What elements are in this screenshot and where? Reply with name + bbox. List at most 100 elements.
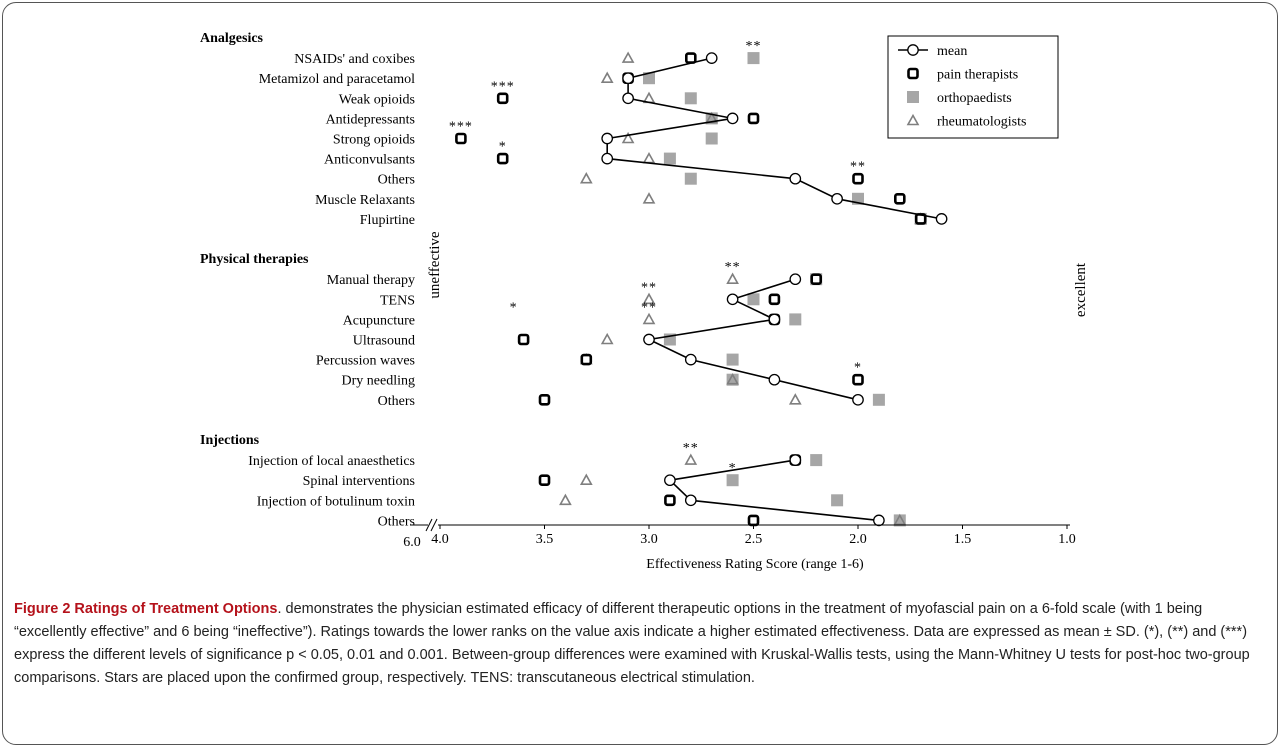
mean-marker (873, 514, 885, 527)
significance-stars: ** (641, 280, 657, 295)
orthopaedists-marker (684, 92, 697, 105)
side-label-uneffective: uneffective (427, 231, 443, 299)
mean-marker (852, 393, 864, 406)
pain-therapists-marker (496, 152, 509, 165)
group-heading: Analgesics (200, 31, 264, 46)
orthopaedists-marker (789, 313, 802, 326)
mean-marker (601, 152, 614, 165)
significance-stars: ** (641, 300, 657, 315)
mean-marker (684, 353, 697, 366)
x-axis-label: Effectiveness Rating Score (range 1-6) (646, 557, 864, 572)
rheumatologists-marker (579, 172, 593, 184)
orthopaedists-marker (747, 293, 760, 306)
category-label: TENS (380, 293, 415, 308)
mean-marker (684, 494, 697, 507)
mean-marker (768, 313, 781, 326)
category-label: Anticonvulsants (324, 153, 415, 168)
figure-caption: Figure 2 Ratings of Treatment Options. d… (14, 598, 1270, 690)
category-label: Flupirtine (360, 213, 415, 228)
mean-marker (705, 52, 718, 64)
x-tick-label: 1.0 (1058, 532, 1076, 547)
orthopaedists-marker (893, 514, 906, 527)
mean-marker (601, 132, 614, 145)
pain-therapists-marker (684, 52, 697, 64)
orthopaedists-marker (726, 353, 739, 366)
mean-marker (726, 112, 739, 125)
rheumatologists-marker (642, 312, 656, 325)
category-label: Injection of botulinum toxin (257, 494, 415, 509)
orthopaedists-marker (705, 132, 718, 145)
category-label: Dry needling (342, 374, 415, 389)
x-tick-label: 3.0 (640, 532, 658, 547)
pain-therapists-marker (893, 193, 906, 205)
legend-orthopaedists-marker (907, 91, 919, 103)
legend-rheumatologists-marker (906, 113, 920, 126)
group-heading: Injections (200, 433, 260, 448)
significance-stars: * (510, 300, 517, 315)
significance-stars: * (499, 140, 507, 155)
category-label: Others (378, 514, 415, 529)
rheumatologists-marker (559, 493, 572, 506)
orthopaedists-marker (643, 72, 655, 85)
category-label: Spinal interventions (303, 474, 415, 489)
significance-stars: ** (725, 260, 741, 275)
axis-break-mark (430, 518, 438, 532)
x-tick-label: 3.5 (536, 532, 554, 547)
mean-marker (789, 273, 802, 286)
category-label: Antidepressants (326, 112, 415, 127)
legend-mean-marker (907, 44, 919, 56)
category-label: Others (378, 173, 415, 188)
pain-therapists-marker (538, 393, 551, 406)
category-label: Others (378, 394, 415, 409)
category-label: Ultrasound (353, 334, 415, 349)
category-label: Metamizol and paracetamol (259, 72, 415, 87)
side-label-excellent: excellent (1073, 262, 1089, 317)
orthopaedists-marker (684, 172, 697, 185)
mean-marker (622, 92, 634, 105)
category-label: Acupuncture (343, 313, 415, 328)
significance-stars: ** (746, 39, 762, 54)
legend-entry: pain therapists (937, 68, 1018, 83)
legend-entry: rheumatologists (937, 115, 1026, 130)
mean-marker (831, 192, 843, 205)
mean-marker (935, 213, 948, 225)
mean-marker (789, 172, 802, 185)
rheumatologists-marker (579, 473, 593, 485)
rheumatologists-marker (621, 51, 635, 63)
category-label: Muscle Relaxants (315, 193, 415, 208)
mean-line (668, 459, 879, 522)
group-heading: Physical therapies (200, 252, 309, 267)
rheumatologists-marker (621, 131, 635, 144)
pain-therapists-marker (810, 273, 823, 286)
orthopaedists-marker (726, 474, 739, 487)
mean-marker (789, 454, 802, 466)
pain-therapists-marker (747, 112, 760, 125)
legend-entry: mean (937, 44, 967, 59)
category-label: NSAIDs' and coxibes (294, 52, 415, 67)
significance-stars: ** (683, 441, 699, 456)
pain-therapists-marker (768, 293, 781, 306)
orthopaedists-marker (872, 393, 885, 406)
rheumatologists-marker (726, 373, 739, 385)
mean-marker (768, 373, 781, 386)
orthopaedists-marker (747, 52, 760, 65)
rheumatologists-marker (684, 453, 698, 465)
pain-therapists-marker (496, 92, 509, 105)
x-tick-label: 6.0 (403, 535, 421, 550)
orthopaedists-marker (663, 152, 676, 165)
orthopaedists-marker (831, 494, 844, 507)
rheumatologists-marker (600, 71, 614, 83)
caption-text: . demonstrates the physician estimated e… (14, 601, 1250, 686)
category-label: Manual therapy (327, 273, 415, 288)
mean-marker (622, 72, 634, 85)
category-label: Percussion waves (316, 354, 415, 369)
x-tick-label: 2.0 (849, 532, 867, 547)
pain-therapists-marker (517, 333, 530, 346)
pain-therapists-marker (664, 494, 676, 507)
legend-pain-therapists-marker (907, 67, 919, 80)
significance-stars: * (729, 461, 737, 476)
significance-stars: ** (850, 160, 866, 175)
mean-marker (643, 333, 655, 346)
